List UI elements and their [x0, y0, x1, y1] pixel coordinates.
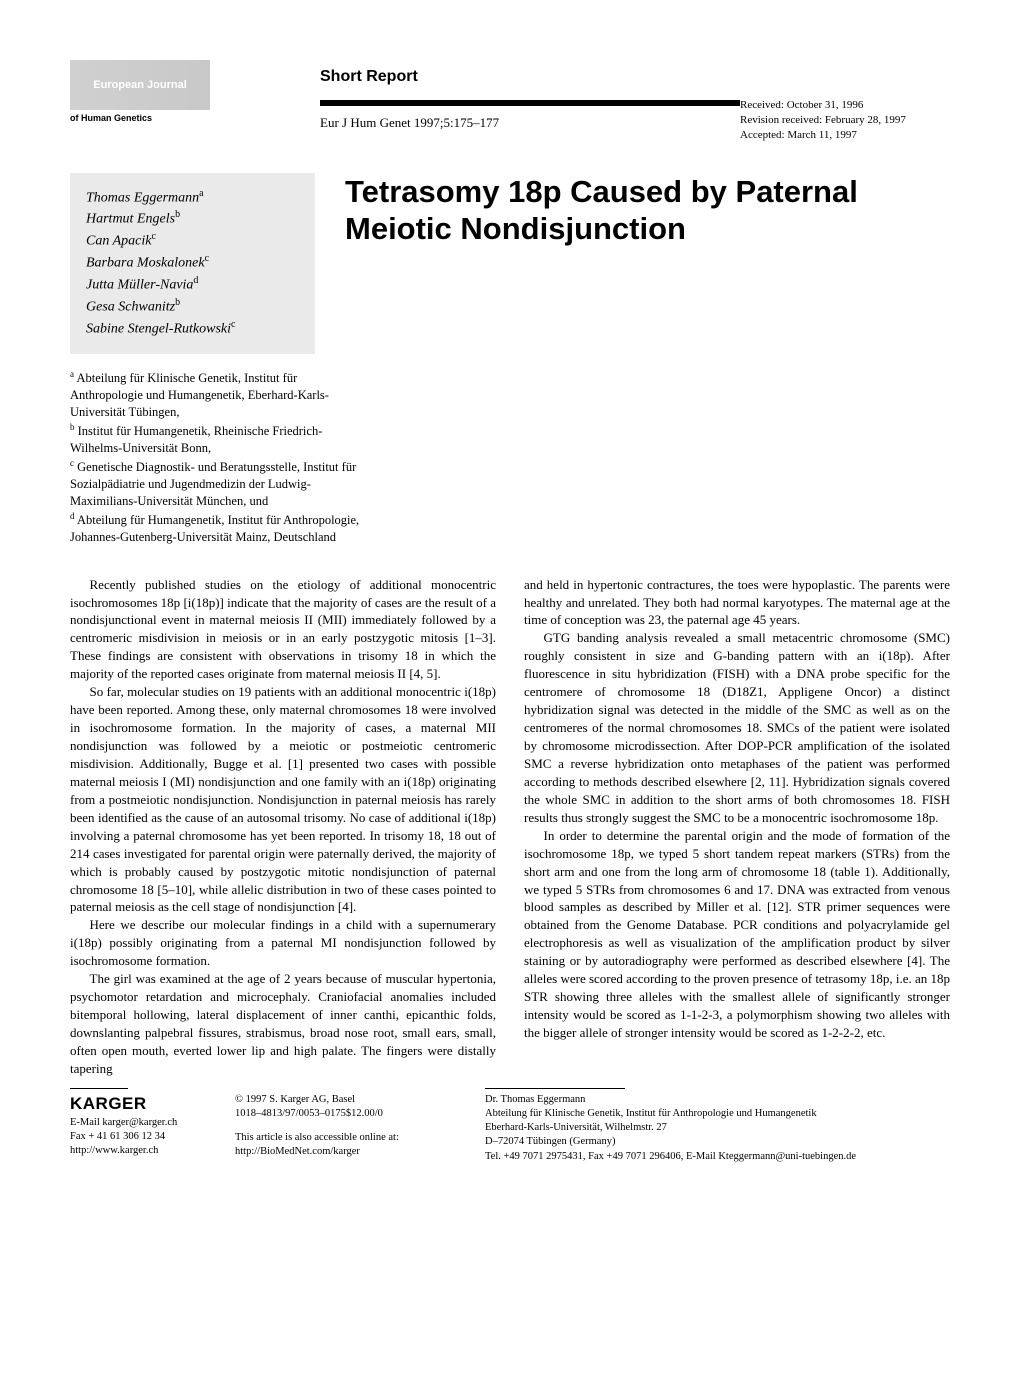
- right-column: and held in hypertonic contractures, the…: [524, 576, 950, 1078]
- publisher-name: KARGER: [70, 1093, 215, 1116]
- author: Hartmut Engelsb: [86, 208, 299, 230]
- body-text: Recently published studies on the etiolo…: [70, 576, 950, 1078]
- paragraph: Here we describe our molecular findings …: [70, 916, 496, 970]
- left-column: Recently published studies on the etiolo…: [70, 576, 496, 1078]
- corr-affil: Abteilung für Klinische Genetik, Institu…: [485, 1107, 950, 1121]
- corr-addr: Eberhard-Karls-Universität, Wilhelmstr. …: [485, 1121, 950, 1135]
- dates: Received: October 31, 1996 Revision rece…: [740, 60, 950, 143]
- online-url: http://BioMedNet.com/karger: [235, 1145, 465, 1159]
- date-received: Received: October 31, 1996: [740, 98, 950, 113]
- author: Can Apacikc: [86, 230, 299, 252]
- paragraph: GTG banding analysis revealed a small me…: [524, 629, 950, 826]
- publisher-email: E-Mail karger@karger.ch: [70, 1116, 215, 1130]
- journal-logo: European Journal: [70, 60, 210, 110]
- affiliation: b Institut für Humangenetik, Rheinische …: [70, 421, 360, 457]
- header-rule: [320, 100, 740, 106]
- author: Jutta Müller-Naviad: [86, 274, 299, 296]
- title-authors-row: Thomas Eggermanna Hartmut Engelsb Can Ap…: [70, 173, 950, 355]
- author: Barbara Moskalonekc: [86, 252, 299, 274]
- article-title-area: Tetrasomy 18p Caused by Paternal Meiotic…: [345, 173, 950, 355]
- corr-contact: Tel. +49 7071 2975431, Fax +49 7071 2964…: [485, 1150, 950, 1164]
- publisher-fax: Fax + 41 61 306 12 34: [70, 1130, 215, 1144]
- section-label: Short Report: [320, 66, 740, 88]
- affiliation: c Genetische Diagnostik- und Beratungsst…: [70, 457, 360, 510]
- publisher-url: http://www.karger.ch: [70, 1144, 215, 1158]
- issn: 1018–4813/97/0053–0175$12.00/0: [235, 1107, 465, 1121]
- logo-area: European Journal of Human Genetics: [70, 60, 220, 124]
- logo-subtitle: of Human Genetics: [70, 112, 220, 124]
- article-title: Tetrasomy 18p Caused by Paternal Meiotic…: [345, 173, 950, 247]
- author: Sabine Stengel-Rutkowskic: [86, 318, 299, 340]
- header-center: Short Report Eur J Hum Genet 1997;5:175–…: [220, 60, 740, 131]
- journal-citation: Eur J Hum Genet 1997;5:175–177: [320, 114, 740, 132]
- corr-name: Dr. Thomas Eggermann: [485, 1093, 950, 1107]
- affiliations: a Abteilung für Klinische Genetik, Insti…: [70, 368, 360, 545]
- footer-rights: © 1997 S. Karger AG, Basel 1018–4813/97/…: [235, 1088, 465, 1164]
- logo-text: European Journal: [93, 78, 187, 93]
- paragraph: Recently published studies on the etiolo…: [70, 576, 496, 684]
- date-accepted: Accepted: March 11, 1997: [740, 128, 950, 143]
- footer-corresponding: Dr. Thomas Eggermann Abteilung für Klini…: [485, 1088, 950, 1164]
- online-note: This article is also accessible online a…: [235, 1131, 465, 1145]
- paragraph: and held in hypertonic contractures, the…: [524, 576, 950, 630]
- authors-box: Thomas Eggermanna Hartmut Engelsb Can Ap…: [70, 173, 315, 355]
- copyright: © 1997 S. Karger AG, Basel: [235, 1093, 465, 1107]
- paragraph: So far, molecular studies on 19 patients…: [70, 683, 496, 916]
- paragraph: The girl was examined at the age of 2 ye…: [70, 970, 496, 1078]
- affiliation: a Abteilung für Klinische Genetik, Insti…: [70, 368, 360, 421]
- footer: KARGER E-Mail karger@karger.ch Fax + 41 …: [70, 1088, 950, 1164]
- author: Gesa Schwanitzb: [86, 296, 299, 318]
- page-header: European Journal of Human Genetics Short…: [70, 60, 950, 143]
- paragraph: In order to determine the parental origi…: [524, 827, 950, 1042]
- footer-publisher: KARGER E-Mail karger@karger.ch Fax + 41 …: [70, 1088, 215, 1164]
- affiliation: d Abteilung für Humangenetik, Institut f…: [70, 510, 360, 546]
- author: Thomas Eggermanna: [86, 187, 299, 209]
- corr-city: D–72074 Tübingen (Germany): [485, 1135, 950, 1149]
- date-revised: Revision received: February 28, 1997: [740, 113, 950, 128]
